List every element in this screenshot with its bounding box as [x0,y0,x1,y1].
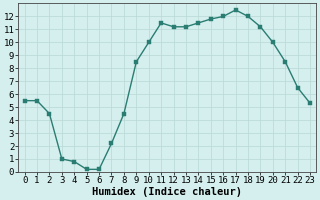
X-axis label: Humidex (Indice chaleur): Humidex (Indice chaleur) [92,186,242,197]
